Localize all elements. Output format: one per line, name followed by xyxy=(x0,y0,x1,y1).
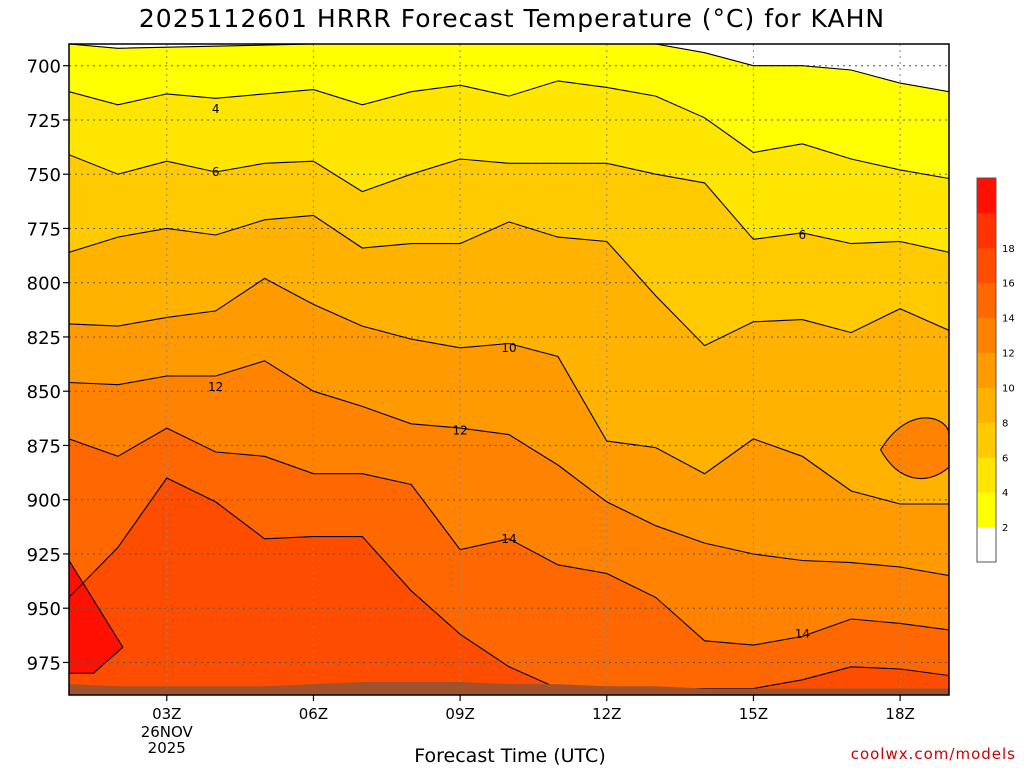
isotherm-line xyxy=(69,477,949,690)
y-tick-label: 700 xyxy=(27,57,61,78)
y-axis: 700 725 750 775 800 825 850 875 900 925 950 975 xyxy=(27,57,69,674)
isotherm-layer xyxy=(69,44,949,690)
chart-title: 2025112601 HRRR Forecast Temperature (°C… xyxy=(138,4,886,33)
contour-label: 12 xyxy=(452,423,467,437)
contour-label: 4 xyxy=(212,102,220,116)
y-tick-label: 975 xyxy=(27,653,61,674)
colorbar-swatch xyxy=(977,178,996,214)
x-tick-label: 06Z xyxy=(299,705,328,723)
colorbar-tick-label: 6 xyxy=(1002,453,1008,464)
x-tick-label: 12Z xyxy=(592,705,621,723)
colorbar-swatch xyxy=(977,352,996,388)
y-tick-label: 800 xyxy=(27,274,61,295)
y-tick-label: 825 xyxy=(27,328,61,349)
x-tick-label: 15Z xyxy=(739,705,768,723)
colorbar-swatch xyxy=(977,457,996,493)
ground-surface xyxy=(69,682,949,695)
x-tick-label: 18Z xyxy=(885,705,914,723)
ground-layer xyxy=(69,682,949,695)
contour-label: 10 xyxy=(501,341,516,355)
y-tick-label: 775 xyxy=(27,219,61,240)
temperature-fill-layer xyxy=(69,44,949,695)
colorbar-swatch xyxy=(977,527,996,563)
warm-pocket xyxy=(879,417,949,480)
contour-label: 14 xyxy=(795,627,810,641)
isotherm-line xyxy=(69,154,949,253)
x-axis-label: Forecast Time (UTC) xyxy=(414,745,606,767)
colorbar-tick-label: 10 xyxy=(1002,383,1015,394)
temperature-band xyxy=(69,478,949,695)
colorbar: 2 4 6 8 10 12 14 16 18 xyxy=(976,177,1015,563)
warm-pocket xyxy=(69,559,124,674)
colorbar-swatch xyxy=(977,492,996,528)
colorbar-tick-label: 4 xyxy=(1002,488,1008,499)
colorbar-swatch xyxy=(977,247,996,284)
y-tick-label: 850 xyxy=(27,382,61,403)
colorbar-frame xyxy=(976,177,997,563)
y-tick-label: 750 xyxy=(27,165,61,186)
isotherm-line xyxy=(69,427,949,646)
plot-frame xyxy=(68,43,950,696)
colorbar-tick-label: 12 xyxy=(1002,349,1015,360)
colorbar-tick-label: 16 xyxy=(1002,279,1015,290)
isotherm-line xyxy=(69,80,949,180)
y-tick-label: 925 xyxy=(27,545,61,566)
colorbar-tick-label: 18 xyxy=(1002,244,1015,255)
contour-label: 12 xyxy=(208,380,223,394)
colorbar-swatch xyxy=(977,387,996,423)
colorbar-swatch xyxy=(977,317,996,354)
isotherm-line xyxy=(69,44,949,93)
colorbar-tick-label: 8 xyxy=(1002,418,1008,429)
y-tick-label: 900 xyxy=(27,491,61,512)
colorbar-tick-label: 2 xyxy=(1002,523,1008,534)
contour-label: 6 xyxy=(799,228,807,242)
colorbar-swatch xyxy=(977,212,996,249)
contour-label-layer: 4 6 6 10 12 12 14 14 xyxy=(208,102,810,641)
y-tick-label: 875 xyxy=(27,436,61,457)
credit-link[interactable]: coolwx.com/models xyxy=(850,745,1016,763)
isotherm-line xyxy=(69,360,949,577)
colorbar-swatch xyxy=(977,282,996,319)
y-tick-label: 950 xyxy=(27,599,61,620)
x-tick-label: 03Z xyxy=(152,705,181,723)
contour-label: 6 xyxy=(212,165,220,179)
colorbar-swatch xyxy=(977,422,996,458)
isotherm-line xyxy=(69,214,949,347)
isotherm-line xyxy=(69,277,949,505)
colorbar-tick-label: 14 xyxy=(1002,314,1015,325)
x-date-label: 26NOV xyxy=(141,723,194,741)
x-tick-label: 09Z xyxy=(445,705,474,723)
contour-label: 14 xyxy=(501,532,516,546)
x-date-label: 2025 xyxy=(148,739,186,757)
y-tick-label: 725 xyxy=(27,111,61,132)
